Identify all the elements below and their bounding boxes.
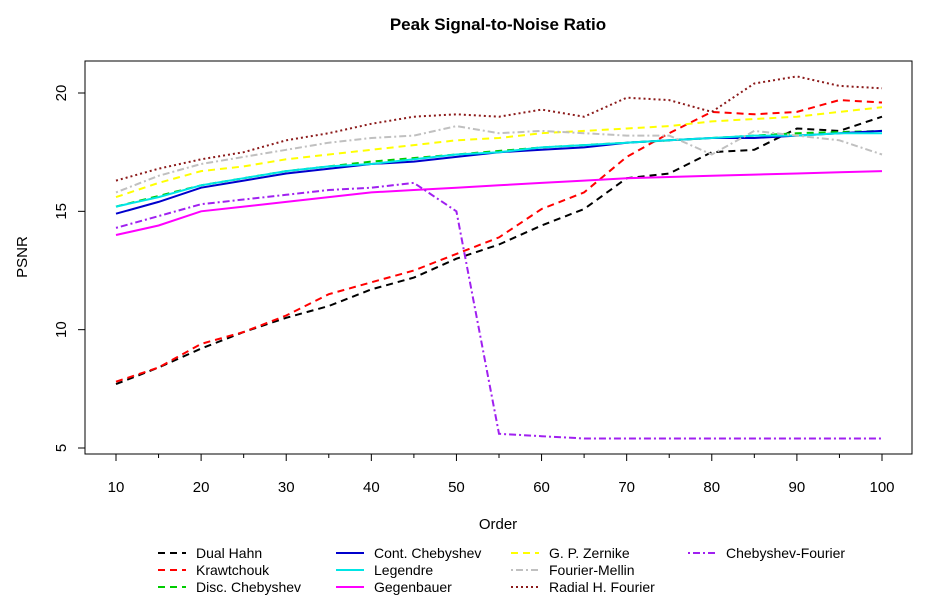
series-line-radial-h-fourier [115,75,883,182]
x-axis-label: Order [479,516,517,533]
series-line-fourier-mellin [115,125,883,194]
series-line-krawtchouk [115,99,883,383]
legend-label: Disc. Chebyshev [196,579,301,595]
legend-label: Krawtchouk [196,562,270,578]
series-line-gegenbauer [115,170,883,236]
legend-label: Fourier-Mellin [549,562,635,578]
legend-label: Dual Hahn [196,545,262,561]
x-tick-label: 10 [108,479,125,496]
y-tick-label: 10 [53,321,70,338]
y-axis: 5 10 15 20 [53,85,86,452]
x-tick-label: 100 [869,479,894,496]
x-tick-label: 70 [618,479,635,496]
series-layer [115,75,883,440]
y-axis-label: PSNR [14,236,31,278]
x-tick-label: 60 [533,479,550,496]
y-tick-label: 20 [53,85,70,102]
legend-label: G. P. Zernike [549,545,630,561]
series-line-disc-chebyshev [115,129,883,208]
x-tick-label: 50 [448,479,465,496]
legend-label: Radial H. Fourier [549,579,655,595]
x-tick-label: 80 [703,479,720,496]
series-line-dual-hahn [115,115,883,386]
chart-title: Peak Signal-to-Noise Ratio [390,15,606,34]
legend-label: Gegenbauer [374,579,452,595]
legend-label: Legendre [374,562,433,578]
x-tick-label: 20 [193,479,210,496]
series-line-legendre [115,132,882,208]
legend-label: Chebyshev-Fourier [726,545,845,561]
series-line-g-p-zernike [115,106,883,199]
x-tick-label: 90 [789,479,806,496]
legend-label: Cont. Chebyshev [374,545,481,561]
y-tick-label: 15 [53,203,70,220]
y-tick-label: 5 [53,444,70,452]
x-tick-label: 40 [363,479,380,496]
x-axis: 10 20 30 40 50 60 70 80 90 100 [108,453,895,496]
series-line-chebyshev-fourier [115,181,882,440]
x-tick-label: 30 [278,479,295,496]
plot-frame [84,60,913,455]
